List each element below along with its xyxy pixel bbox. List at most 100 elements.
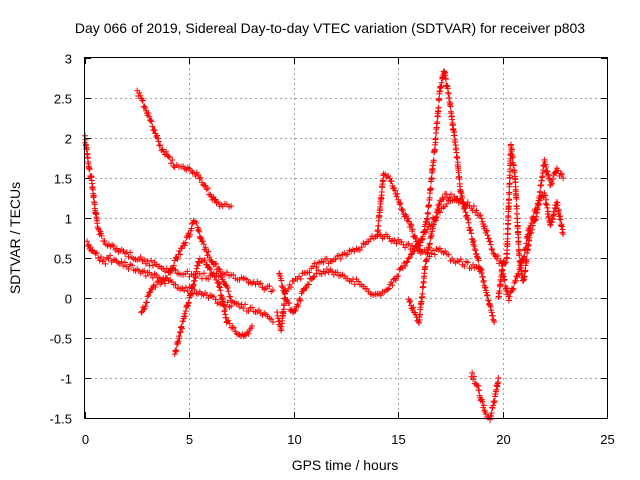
series-track-E [171, 255, 256, 358]
data-point [178, 324, 185, 331]
data-point [393, 240, 400, 247]
data-point [483, 227, 490, 234]
data-point [107, 252, 114, 259]
data-point [479, 398, 486, 405]
data-point [127, 249, 134, 256]
data-point [419, 233, 426, 240]
data-point [185, 300, 192, 307]
data-point [217, 287, 224, 294]
data-point [181, 242, 188, 249]
data-point [501, 277, 508, 284]
data-point [542, 192, 549, 199]
data-point [125, 265, 132, 272]
data-point [389, 282, 396, 289]
data-point [149, 274, 156, 281]
data-point [509, 286, 516, 293]
data-point [163, 148, 170, 155]
data-point [470, 376, 477, 383]
data-point [175, 338, 182, 345]
data-point [344, 251, 351, 258]
data-point [291, 306, 298, 313]
data-point [430, 247, 436, 254]
data-point [102, 260, 109, 267]
data-point [542, 163, 549, 170]
data-point [434, 119, 441, 126]
data-point [462, 209, 469, 216]
data-point [240, 305, 247, 312]
series-track-I [405, 190, 471, 326]
series-track-G [276, 196, 506, 316]
data-point [100, 256, 107, 263]
data-point [233, 330, 240, 337]
data-point [82, 136, 89, 143]
data-point [242, 301, 249, 308]
data-point [257, 280, 264, 287]
data-point [470, 203, 477, 210]
data-point [195, 171, 202, 178]
data-point [449, 197, 456, 204]
data-point [461, 263, 468, 270]
data-point [169, 157, 176, 164]
data-point [266, 283, 273, 290]
data-point [157, 142, 164, 149]
data-point [205, 248, 212, 255]
data-point [416, 246, 423, 253]
data-point [87, 244, 94, 251]
data-point [547, 181, 554, 188]
data-point [193, 219, 200, 226]
data-point [235, 300, 242, 307]
data-point [471, 245, 478, 252]
data-point [483, 292, 490, 299]
data-point [172, 281, 179, 288]
data-point [391, 187, 398, 194]
data-point [470, 238, 477, 245]
data-point [480, 277, 487, 284]
data-point [487, 303, 494, 310]
data-point [206, 264, 213, 271]
data-point [180, 318, 187, 325]
data-point [269, 287, 276, 293]
data-point [223, 269, 230, 276]
data-point [464, 259, 471, 266]
data-point [504, 231, 511, 238]
data-point [295, 302, 302, 309]
data-point [224, 284, 231, 291]
data-point [182, 239, 189, 246]
data-point [120, 262, 127, 269]
data-point [506, 293, 513, 300]
data-point [490, 250, 497, 257]
data-point [432, 135, 439, 142]
data-point [323, 255, 330, 262]
data-point [465, 219, 472, 226]
data-point [187, 290, 194, 297]
data-point [405, 240, 412, 247]
data-point [451, 132, 458, 139]
data-point [380, 178, 387, 185]
data-point [496, 288, 503, 295]
data-point [549, 180, 556, 187]
data-point [279, 283, 286, 290]
data-point [98, 232, 105, 239]
series-track-L [499, 189, 567, 304]
data-point [436, 245, 443, 252]
data-point [419, 290, 426, 297]
data-point [154, 132, 161, 139]
data-point [426, 240, 433, 247]
data-point [523, 240, 530, 247]
x-axis-label: GPS time / hours [292, 457, 399, 473]
data-point [465, 216, 472, 223]
data-point [220, 302, 227, 309]
data-point [513, 195, 520, 202]
data-point [557, 170, 564, 177]
data-point [187, 231, 194, 238]
data-point [101, 238, 108, 245]
y-tick-label: -1 [60, 372, 72, 387]
data-point [470, 373, 477, 380]
data-point [425, 210, 432, 217]
data-point [549, 216, 556, 223]
data-point [420, 229, 427, 236]
data-point [515, 271, 522, 278]
data-point [303, 284, 310, 291]
data-point [164, 275, 171, 282]
